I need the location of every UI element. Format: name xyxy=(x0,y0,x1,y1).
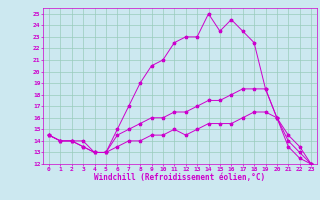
X-axis label: Windchill (Refroidissement éolien,°C): Windchill (Refroidissement éolien,°C) xyxy=(94,173,266,182)
